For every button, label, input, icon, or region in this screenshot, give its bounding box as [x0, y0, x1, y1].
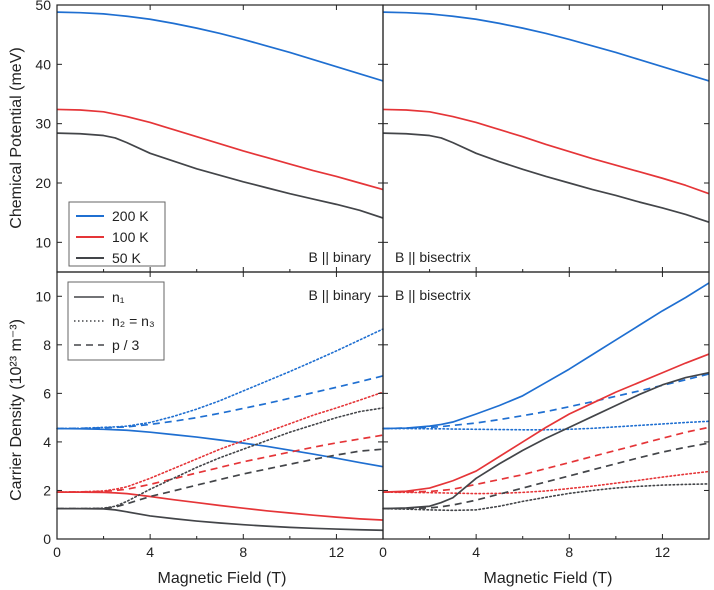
series-line-n_binary-100-k-n2-n3: [56, 391, 384, 493]
y-tick-label: 40: [35, 56, 51, 72]
bottom-y-axis-title: Carrier Density (10²³ m⁻³): [8, 319, 25, 501]
carrier-legend-label-solid: n₁: [112, 289, 125, 305]
legend-label-50-k: 50 K: [112, 250, 141, 266]
y-tick-label: 30: [35, 116, 51, 132]
panel-frame-mu_bisectrix: [382, 4, 710, 273]
panel-annotation-mu_binary: B || binary: [308, 249, 371, 265]
x-tick-label: 8: [239, 544, 247, 560]
legend-label-100-k: 100 K: [112, 229, 149, 245]
y-tick-label: 4: [43, 434, 51, 450]
series-line-n_bisectrix-50-k-n2-n3: [382, 483, 710, 512]
panel-n_binary: 0 4 8 12 0 2 4 6 8 10 B || binary: [35, 271, 384, 560]
x-tick-label: 12: [655, 544, 671, 560]
panel-n_bisectrix: 0 4 8 12 B || bisectrix: [379, 271, 710, 560]
panel-annotation-n_binary: B || binary: [308, 287, 371, 303]
series-line-n_binary-100-k-p-3: [56, 434, 384, 493]
x-tick-label: 8: [565, 544, 573, 560]
carrier-legend-label-dotted: n₂ = n₃: [112, 313, 155, 329]
series-line-mu_binary-200-k: [56, 11, 384, 82]
series-line-n_binary-200-k-p-3: [56, 375, 384, 430]
panel-annotation-mu_bisectrix: B || bisectrix: [395, 249, 471, 265]
series-line-mu_bisectrix-200-k: [382, 11, 710, 82]
y-tick-label: 6: [43, 385, 51, 401]
series-line-n_binary-50-k-n1: [57, 507, 384, 532]
series-line-n_binary-100-k-n1: [57, 491, 384, 521]
series-line-mu_bisectrix-100-k: [382, 108, 710, 195]
x-axis-title-left: Magnetic Field (T): [158, 570, 287, 587]
series-line-n_binary-200-k-n1: [56, 427, 384, 468]
y-tick-label: 10: [35, 288, 51, 304]
series-line-n_bisectrix-200-k-p-3: [382, 373, 710, 430]
y-tick-label: 8: [43, 337, 51, 353]
y-tick-label: 0: [43, 531, 51, 547]
series-line-mu_binary-50-k: [56, 132, 384, 219]
y-tick-label: 2: [43, 482, 51, 498]
y-tick-label: 50: [35, 0, 51, 13]
carrier-legend: n₁ n₂ = n₃ p / 3: [67, 281, 165, 361]
x-tick-label: 0: [53, 544, 61, 560]
series-line-n_bisectrix-100-k-n1: [382, 353, 710, 493]
temperature-legend-box: [68, 201, 166, 267]
x-axis-title-right: Magnetic Field (T): [484, 570, 613, 587]
series-line-mu_bisectrix-50-k: [382, 132, 710, 223]
carrier-legend-label-dashed: p / 3: [112, 337, 139, 353]
panel-annotation-n_bisectrix: B || bisectrix: [395, 287, 471, 303]
panel-mu_binary: 10 20 30 40 50 B || binary: [35, 0, 384, 273]
series-line-n_bisectrix-200-k-n1: [382, 282, 710, 430]
series-line-mu_binary-100-k: [56, 108, 384, 191]
carrier-legend-box: [67, 281, 165, 361]
series-line-n_bisectrix-50-k-n1: [382, 371, 710, 510]
x-tick-label: 4: [146, 544, 154, 560]
x-tick-label: 0: [379, 544, 387, 560]
y-tick-label: 20: [35, 175, 51, 191]
series-line-n_bisectrix-100-k-n2-n3: [382, 470, 710, 495]
series-line-n_bisectrix-200-k-n2-n3: [382, 420, 710, 431]
temperature-legend: 200 K 100 K 50 K: [68, 201, 166, 267]
y-tick-label: 10: [35, 234, 51, 250]
series-line-n_bisectrix-100-k-p-3: [382, 426, 710, 493]
x-tick-label: 12: [329, 544, 345, 560]
panel-frame-n_bisectrix: [382, 271, 710, 540]
top-y-axis-title: Chemical Potential (meV): [8, 47, 25, 228]
panel-mu_bisectrix: B || bisectrix: [382, 4, 710, 273]
legend-label-200-k: 200 K: [112, 208, 149, 224]
series-line-n_bisectrix-50-k-p-3: [382, 442, 710, 510]
series-line-n_binary-50-k-p-3: [57, 448, 384, 510]
x-tick-label: 4: [472, 544, 480, 560]
